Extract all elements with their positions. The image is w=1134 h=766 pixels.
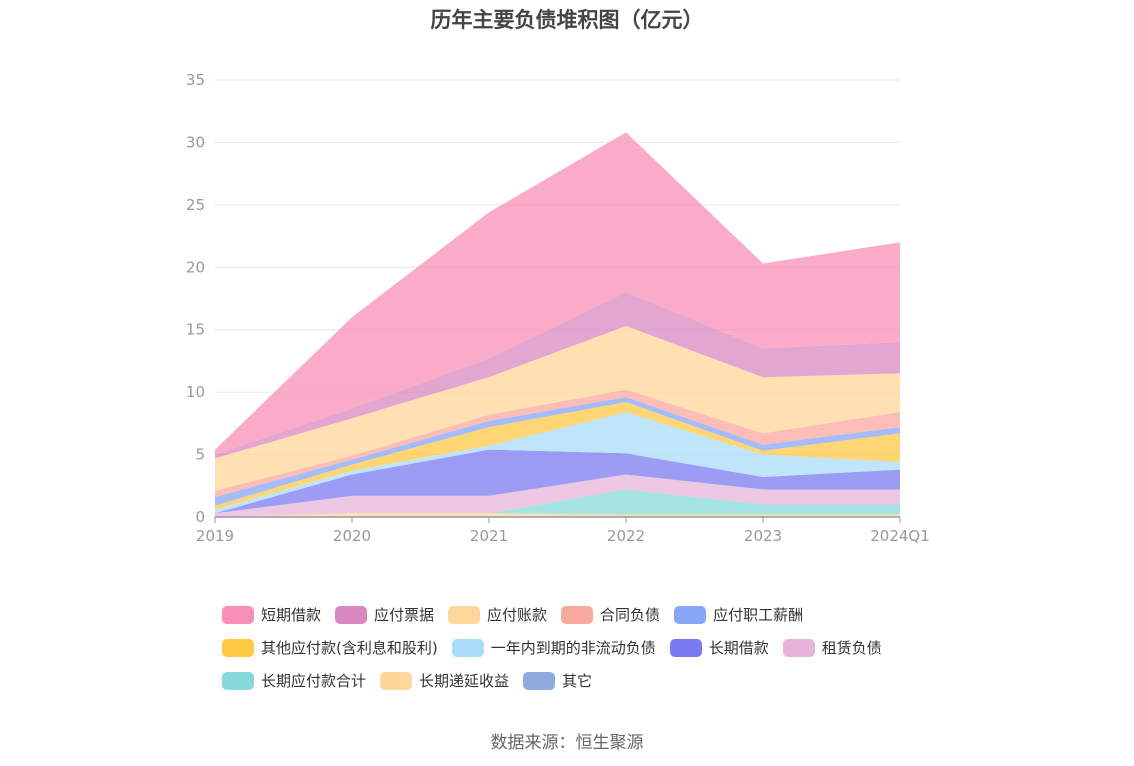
legend-item[interactable]: 其它 (523, 670, 592, 691)
legend-swatch (674, 605, 707, 624)
y-tick-label: 20 (186, 258, 205, 276)
legend-swatch (782, 638, 815, 657)
y-tick-label: 25 (186, 196, 205, 214)
legend-label: 其它 (562, 672, 593, 690)
legend-label: 应付职工薪酬 (713, 606, 804, 624)
legend-label: 短期借款 (261, 606, 322, 624)
legend-item[interactable]: 合同负债 (561, 604, 660, 625)
x-tick-label: 2020 (333, 527, 371, 545)
legend-item[interactable]: 应付账款 (448, 604, 547, 625)
legend-item[interactable]: 长期递延收益 (380, 670, 509, 691)
legend-swatch (222, 605, 254, 624)
legend-label: 其他应付款(含利息和股利) (261, 639, 438, 657)
legend-label: 长期借款 (708, 639, 769, 657)
legend-label: 应付账款 (487, 606, 548, 624)
legend-item[interactable]: 短期借款 (222, 604, 321, 625)
area-series-4 (215, 449, 900, 514)
legend-swatch (561, 605, 594, 624)
area-series-6 (215, 402, 900, 510)
legend-row: 长期应付款合计 长期递延收益 其它 (222, 664, 942, 697)
legend-swatch (380, 671, 413, 690)
legend-label: 长期应付款合计 (261, 672, 367, 690)
legend-item[interactable]: 租赁负债 (782, 637, 882, 658)
legend-swatch (523, 671, 556, 690)
area-series-3 (215, 474, 900, 517)
legend-label: 一年内到期的非流动负债 (490, 639, 656, 657)
legend-item[interactable]: 应付职工薪酬 (674, 604, 803, 625)
y-tick-label: 30 (186, 133, 205, 151)
x-tick-label: 2021 (470, 527, 508, 545)
legend-item[interactable]: 长期借款 (669, 637, 769, 658)
legend-row: 其他应付款(含利息和股利) 一年内到期的非流动负债 长期借款 租赁负债 (222, 631, 942, 664)
legend-row: 短期借款 应付票据 应付账款 合同负债 应付职工薪酬 (222, 598, 942, 631)
area-series-9 (215, 326, 900, 491)
legend-item[interactable]: 应付票据 (335, 604, 434, 625)
area-series-8 (215, 389, 900, 497)
area-series-10 (215, 292, 900, 459)
legend-label: 长期递延收益 (419, 672, 510, 690)
legend-item[interactable]: 长期应付款合计 (222, 670, 366, 691)
chart-title: 历年主要负债堆积图（亿元） (430, 8, 704, 32)
legend-swatch (222, 638, 254, 657)
y-tick-label: 15 (186, 321, 205, 339)
x-tick-label: 2023 (744, 527, 782, 545)
area-series-2 (215, 489, 900, 517)
legend: 短期借款 应付票据 应付账款 合同负债 应付职工薪酬其他应付款(含利息和股利) 一年内到期… (222, 598, 942, 697)
legend-label: 应付票据 (374, 606, 435, 624)
legend-item[interactable]: 一年内到期的非流动负债 (451, 637, 656, 658)
y-tick-label: 10 (186, 383, 205, 401)
x-tick-label: 2019 (196, 527, 234, 545)
legend-swatch (448, 605, 481, 624)
area-series-1 (215, 513, 900, 517)
axes: 0 5 10 15 20 25 30 35 2019 2020 2021 2022 2023 2024Q1 (186, 71, 930, 545)
legend-item[interactable]: 其他应付款(含利息和股利) (222, 637, 438, 658)
x-tick-label: 2024Q1 (870, 527, 930, 545)
legend-swatch (669, 638, 702, 657)
area-series (215, 132, 900, 517)
y-tick-label: 5 (195, 446, 205, 464)
legend-label: 合同负债 (600, 606, 661, 624)
area-series-5 (215, 412, 900, 514)
legend-swatch (451, 638, 484, 657)
y-tick-label: 35 (186, 71, 205, 89)
y-tick-label: 0 (195, 508, 205, 526)
legend-swatch (335, 605, 368, 624)
x-tick-label: 2022 (607, 527, 645, 545)
area-series-11 (215, 132, 900, 455)
legend-swatch (222, 671, 254, 690)
source-note: 数据来源：恒生聚源 (490, 733, 644, 753)
legend-label: 租赁负债 (821, 639, 882, 657)
